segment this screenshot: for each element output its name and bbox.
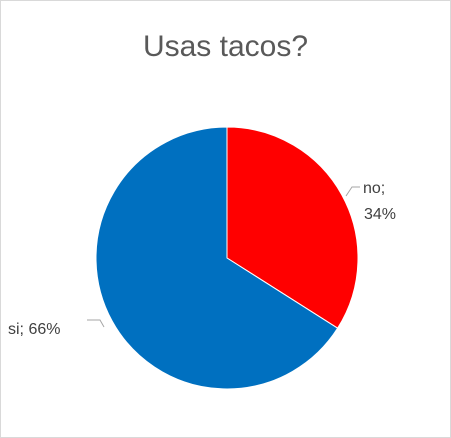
pie-slice-no (226, 126, 359, 329)
leader-line-no (345, 186, 360, 197)
chart-title: Usas tacos? (142, 30, 309, 63)
leader-line-si (87, 319, 105, 328)
data-label-no-name: no; (363, 180, 385, 197)
data-label-no-percent: 34% (364, 206, 396, 223)
pie-slice-si (95, 126, 339, 390)
data-label-si: si; 66% (8, 321, 60, 338)
